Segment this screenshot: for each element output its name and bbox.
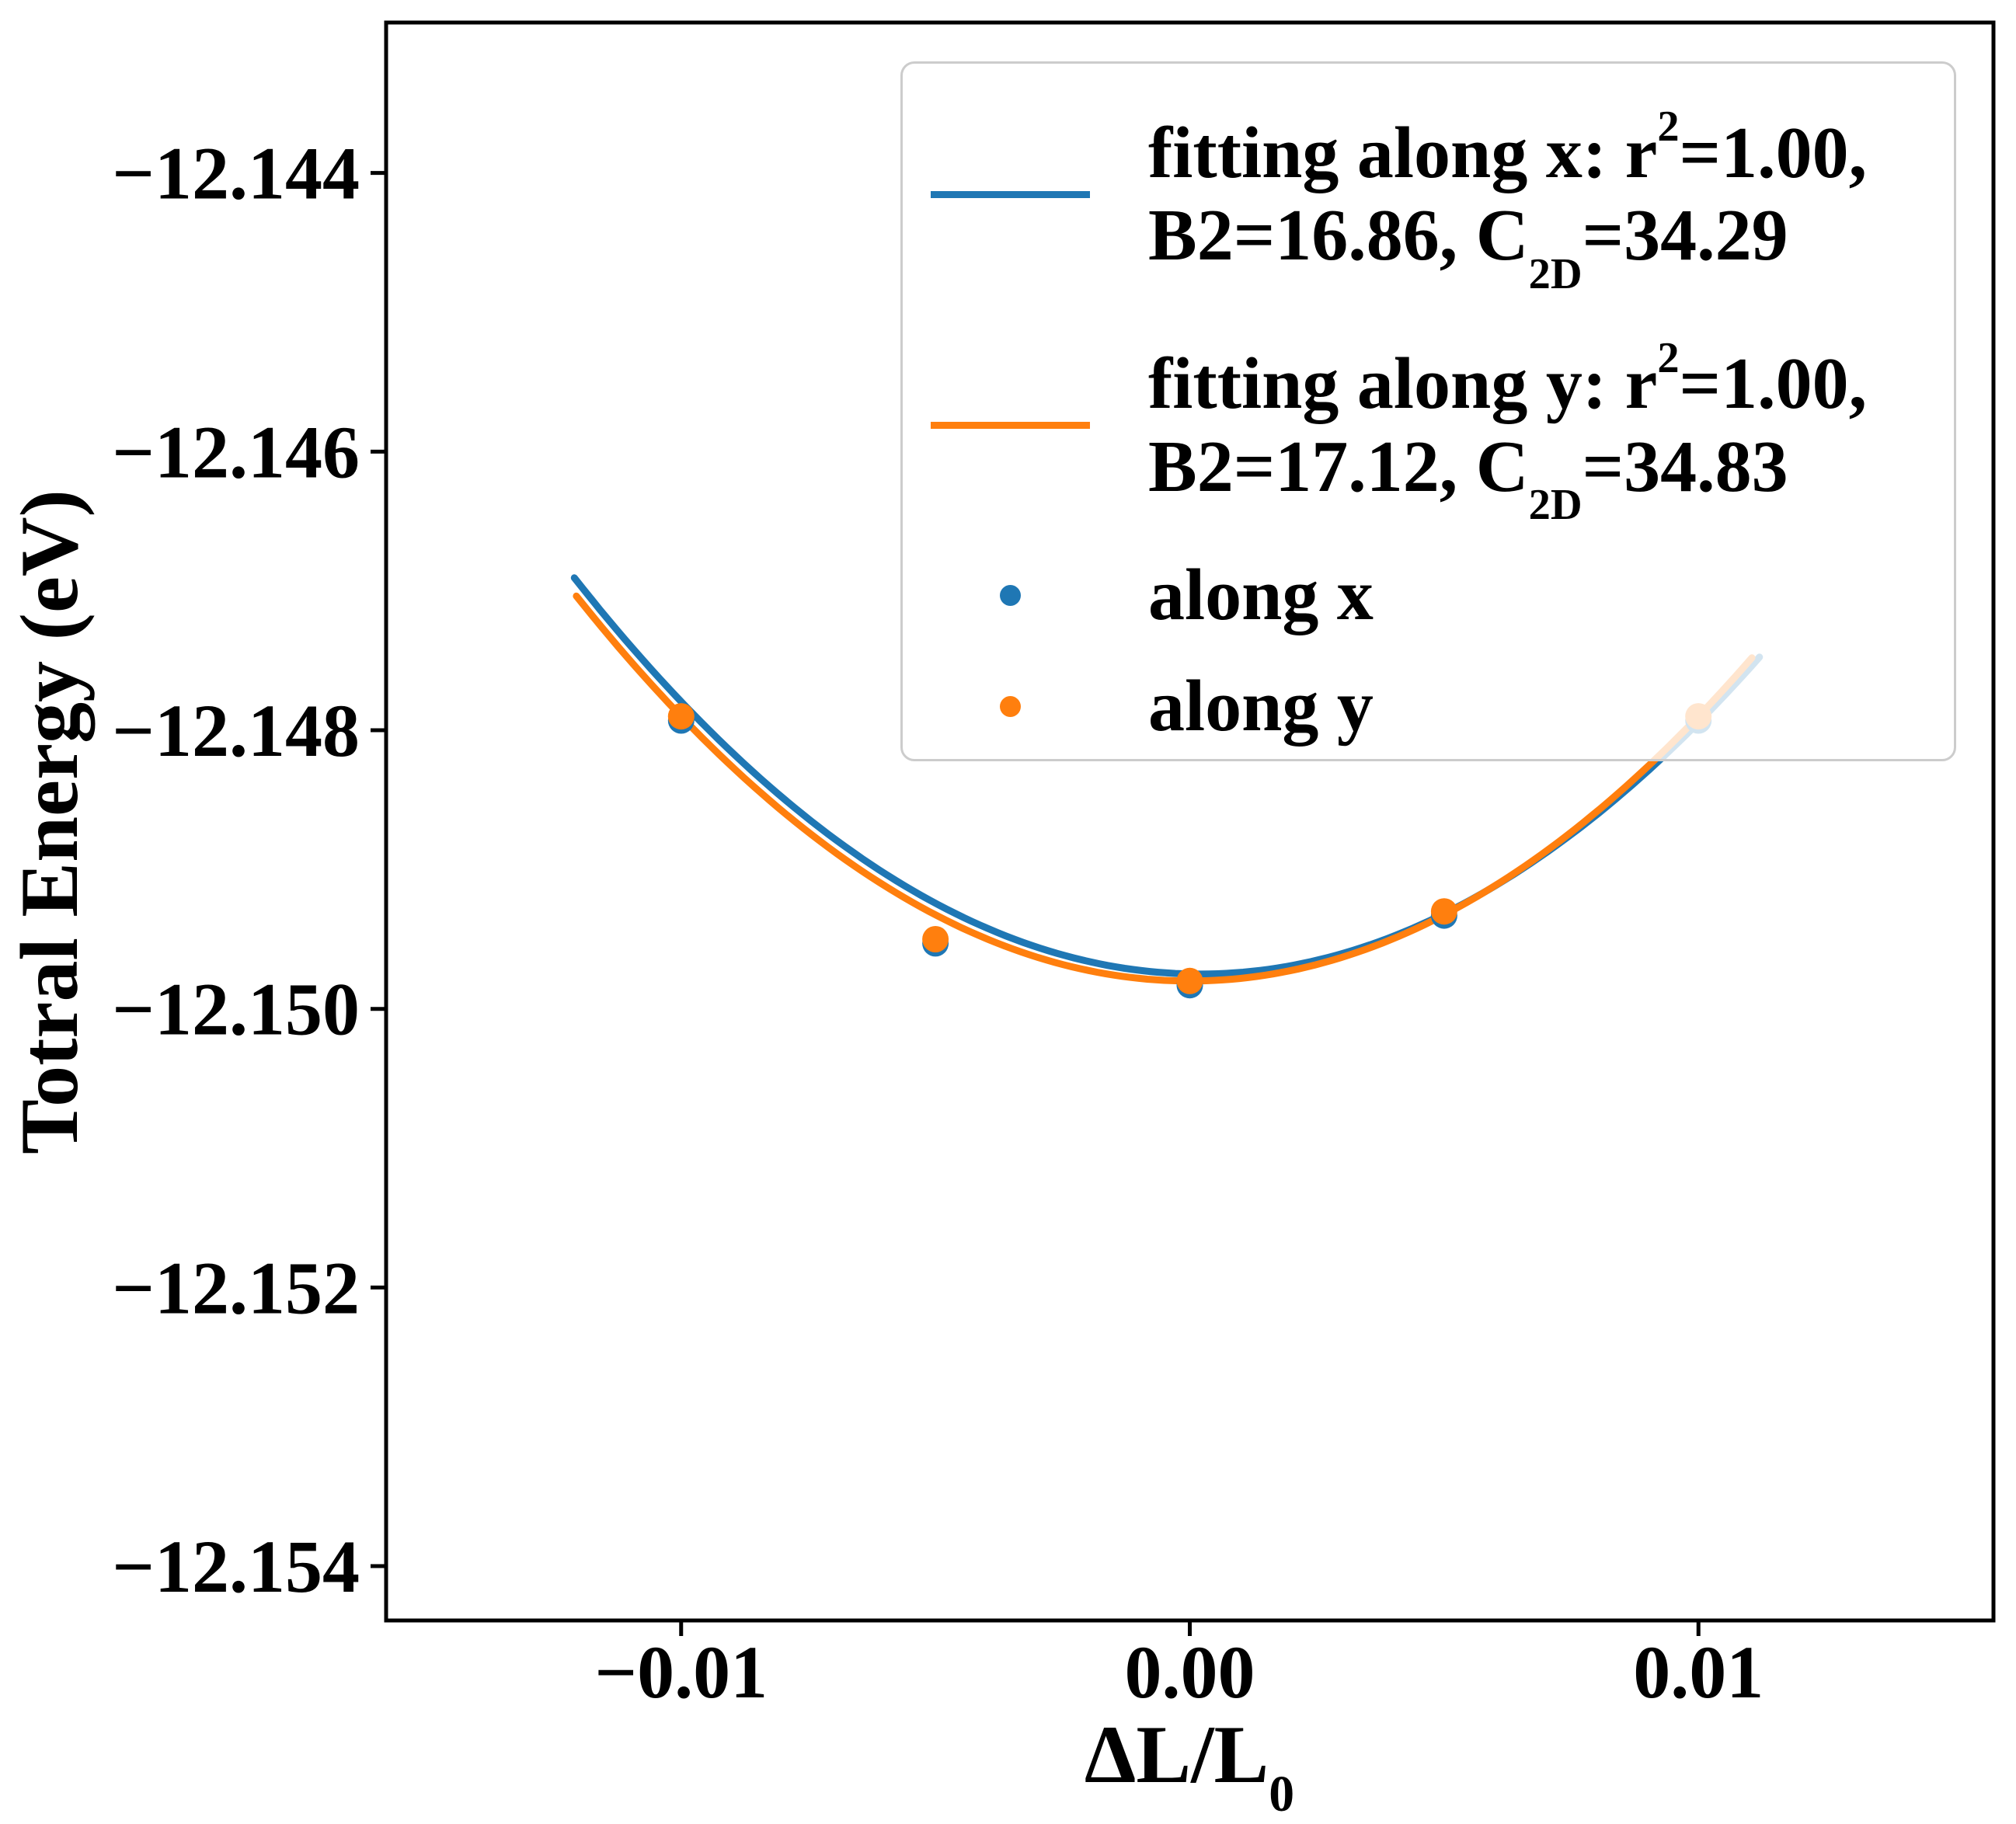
x-axis-label-text: ΔL/L: [1084, 1709, 1269, 1800]
data-point-along-y: [922, 926, 949, 952]
legend-line-sample-blue: [931, 190, 1090, 198]
legend-superscript: 2: [1657, 103, 1680, 151]
legend-label-along-y: along y: [1148, 665, 1374, 747]
y-tick-label: −12.150: [112, 968, 360, 1051]
legend-handle: [931, 585, 1090, 606]
legend-marker-orange: [1000, 695, 1021, 717]
y-tick-label: −12.148: [112, 689, 360, 772]
y-axis-label: Totral Energy (eV): [4, 489, 95, 1154]
legend-text-fragment: B2=16.86, C: [1148, 195, 1529, 276]
x-tick-label: 0.01: [1633, 1631, 1764, 1714]
legend-text-fragment: =1.00,: [1679, 343, 1868, 425]
legend-line-sample-orange: [931, 422, 1090, 429]
legend-text-fragment: fitting along y: r: [1148, 343, 1658, 425]
legend-text-fragment: B2=17.12, C: [1148, 426, 1529, 507]
legend: fitting along x: r2=1.00, B2=16.86, C2D=…: [900, 61, 1956, 761]
x-axis-label-subscript: 0: [1269, 1765, 1295, 1822]
legend-text-fragment: =1.00,: [1679, 112, 1868, 193]
x-axis-label: ΔL/L0: [879, 1707, 1500, 1819]
data-point-along-y: [1176, 967, 1203, 994]
legend-superscript: 2: [1657, 333, 1680, 382]
legend-entry-along-y: along y: [931, 651, 1938, 761]
x-tick-label: 0.00: [1125, 1631, 1255, 1714]
legend-label-fit-y: fitting along y: r2=1.00, B2=17.12, C2D=…: [1148, 336, 1868, 527]
data-point-along-y: [667, 703, 695, 730]
y-tick-label: −12.154: [112, 1525, 360, 1608]
legend-marker-blue: [1000, 585, 1021, 606]
legend-handle: [931, 422, 1090, 429]
legend-text-fragment: fitting along x: r: [1148, 112, 1658, 193]
data-point-along-y: [1430, 898, 1457, 925]
x-tick-label: −0.01: [594, 1631, 768, 1714]
legend-handle: [931, 695, 1090, 717]
legend-entry-fit-y: fitting along y: r2=1.00, B2=17.12, C2D=…: [931, 311, 1938, 540]
legend-label-along-x: along x: [1148, 555, 1374, 636]
fit-curve-fitting-along-y: [573, 592, 1756, 985]
legend-handle: [931, 190, 1090, 198]
legend-text-fragment: =34.29: [1582, 195, 1788, 276]
legend-entry-fit-x: fitting along x: r2=1.00, B2=16.86, C2D=…: [931, 78, 1938, 311]
legend-text-fragment: =34.83: [1582, 426, 1788, 507]
legend-entry-along-x: along x: [931, 540, 1938, 651]
legend-label-fit-x: fitting along x: r2=1.00, B2=16.86, C2D=…: [1148, 105, 1868, 296]
y-tick-label: −12.146: [112, 410, 360, 493]
legend-subscript: 2D: [1528, 249, 1583, 298]
y-tick-label: −12.144: [112, 132, 360, 215]
legend-subscript: 2D: [1528, 481, 1583, 530]
y-tick-label: −12.152: [112, 1246, 360, 1329]
